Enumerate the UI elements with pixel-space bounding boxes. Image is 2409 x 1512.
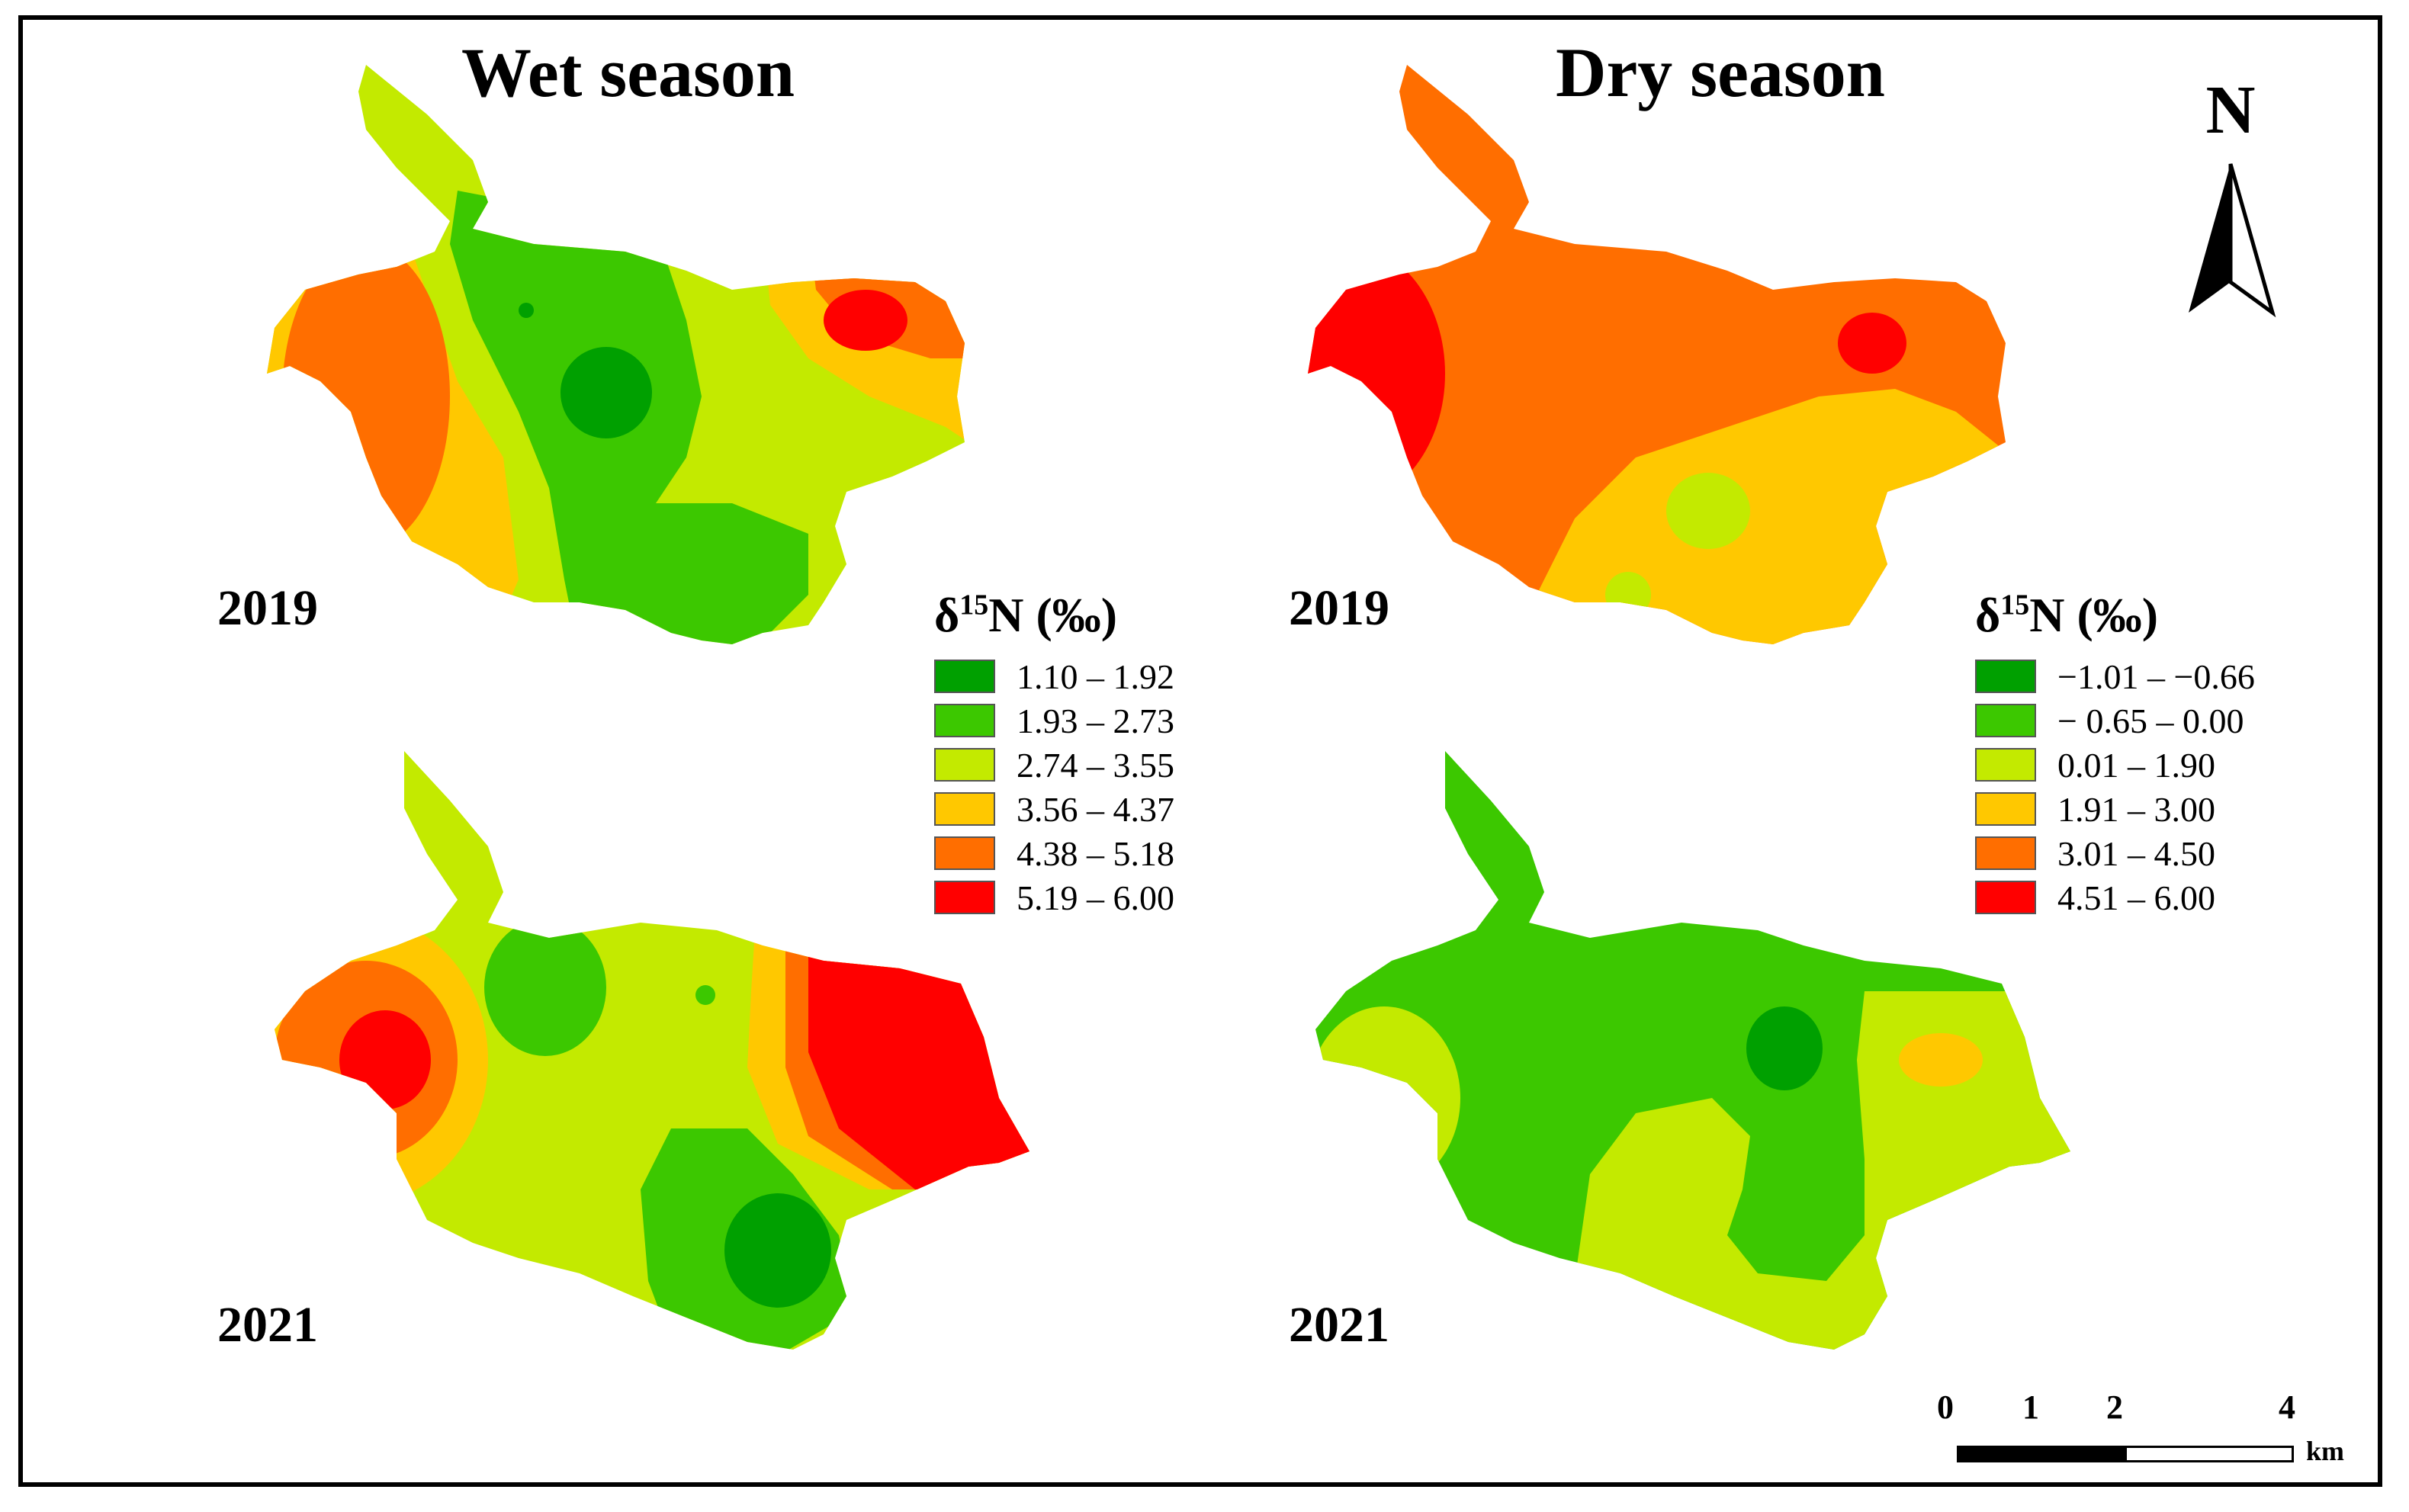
legend-item: 3.01 – 4.50	[1975, 831, 2255, 875]
wet-2019-map	[267, 65, 965, 644]
legend-item: 0.01 – 1.90	[1975, 743, 2255, 787]
legend-swatch	[934, 704, 995, 737]
legend-swatch	[934, 748, 995, 782]
legend-label: 3.01 – 4.50	[2057, 833, 2215, 873]
legend-label: 1.91 – 3.00	[2057, 789, 2215, 829]
legend-item: 5.19 – 6.00	[934, 875, 1174, 920]
legend-label: 2.74 – 3.55	[1017, 745, 1174, 785]
legend-wet-title: δ15N (‰)	[934, 588, 1118, 642]
legend-item: 2.74 – 3.55	[934, 743, 1174, 787]
legend-label: 4.38 – 5.18	[1017, 833, 1174, 873]
legend-item: 1.91 – 3.00	[1975, 787, 2255, 831]
legend-swatch	[934, 660, 995, 693]
legend-label: −1.01 – −0.66	[2057, 656, 2255, 696]
legend-swatch	[1975, 748, 2036, 782]
scale-tick: 1	[2022, 1388, 2039, 1426]
legend-item: −1.01 – −0.66	[1975, 654, 2255, 698]
wet-season-title: Wet season	[461, 34, 795, 111]
scale-tick: 4	[2279, 1388, 2295, 1426]
legend-swatch	[1975, 836, 2036, 870]
north-arrow: N	[2181, 76, 2280, 328]
legend-swatch	[934, 792, 995, 826]
legend-label: 0.01 – 1.90	[2057, 745, 2215, 785]
scale-segment-black	[1957, 1446, 2126, 1462]
legend-item: 4.51 – 6.00	[1975, 875, 2255, 920]
legend-swatch	[1975, 704, 2036, 737]
legend-swatch	[934, 836, 995, 870]
legend-item: 1.93 – 2.73	[934, 698, 1174, 743]
legend-item: 1.10 – 1.92	[934, 654, 1174, 698]
dry-2021-year: 2021	[1289, 1297, 1389, 1353]
legend-label: 3.56 – 4.37	[1017, 789, 1174, 829]
legend-label: 4.51 – 6.00	[2057, 878, 2215, 917]
legend-item: 3.56 – 4.37	[934, 787, 1174, 831]
legend-dry-title: δ15N (‰)	[1975, 588, 2159, 642]
north-letter: N	[2205, 72, 2256, 148]
legend-label: 5.19 – 6.00	[1017, 878, 1174, 917]
scale-tick: 2	[2106, 1388, 2123, 1426]
legend-label: 1.93 – 2.73	[1017, 701, 1174, 740]
legend-swatch	[934, 881, 995, 914]
legend-swatch	[1975, 881, 2036, 914]
scale-unit: km	[2306, 1436, 2345, 1466]
legend-label: − 0.65 – 0.00	[2057, 701, 2244, 740]
scale-tick: 0	[1937, 1388, 1954, 1426]
legend-label: 1.10 – 1.92	[1017, 656, 1174, 696]
legend-dry: δ15N (‰) −1.01 – −0.66 − 0.65 – 0.00 0.0…	[1975, 587, 2255, 920]
legend-item: 4.38 – 5.18	[934, 831, 1174, 875]
wet-2021-year: 2021	[217, 1297, 318, 1353]
legend-swatch	[1975, 660, 2036, 693]
dry-season-title: Dry season	[1556, 34, 1885, 111]
dry-2019-year: 2019	[1289, 580, 1389, 636]
legend-swatch	[1975, 792, 2036, 826]
scale-bar: 0 1 2 4 km	[1937, 1388, 2379, 1472]
legend-item: − 0.65 – 0.00	[1975, 698, 2255, 743]
north-arrow-icon	[2189, 163, 2276, 318]
scale-segment-white	[2125, 1446, 2294, 1462]
figure-frame	[18, 15, 2382, 1487]
legend-wet: δ15N (‰) 1.10 – 1.92 1.93 – 2.73 2.74 – …	[934, 587, 1174, 920]
wet-2019-year: 2019	[217, 580, 318, 636]
